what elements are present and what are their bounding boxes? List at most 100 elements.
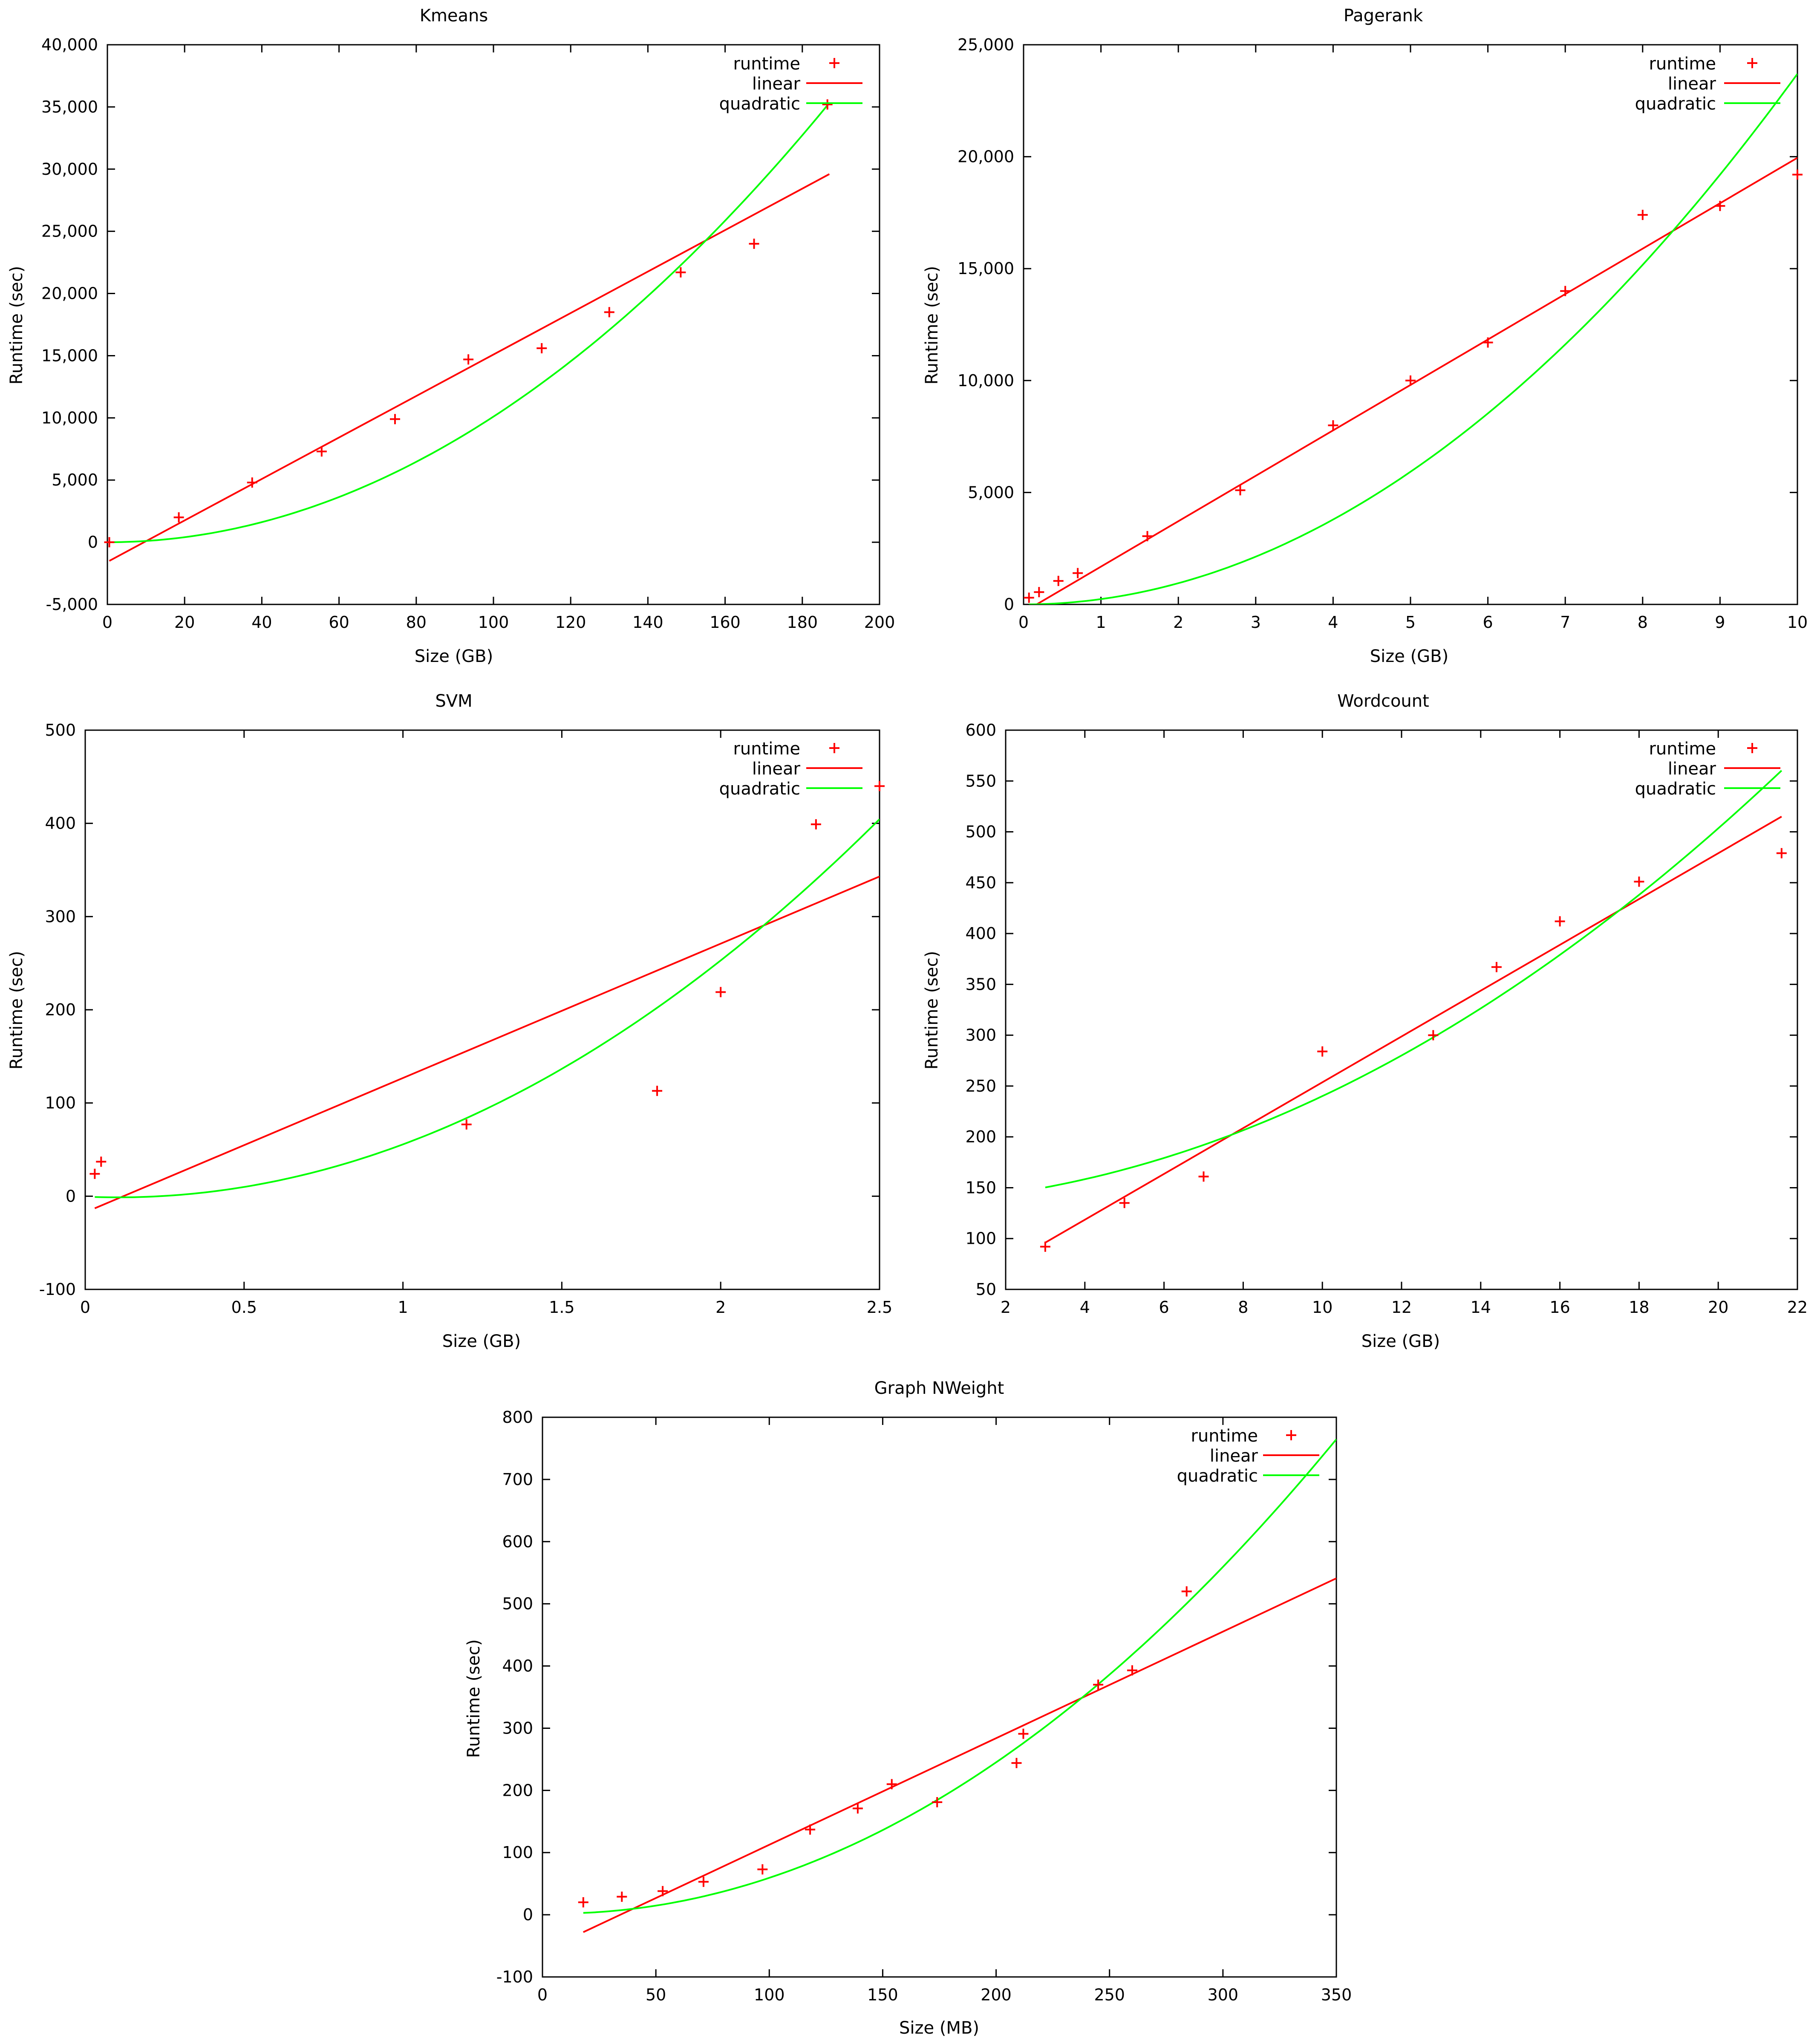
y-tick-label: 0 <box>523 1905 533 1924</box>
x-tick-label: 1 <box>398 1298 408 1317</box>
runtime-point <box>874 781 885 792</box>
y-tick-label: 40,000 <box>41 35 98 54</box>
x-axis-label-wordcount: Size (GB) <box>1361 1332 1440 1351</box>
chart-title-wordcount: Wordcount <box>1337 691 1429 711</box>
runtime-point <box>1142 531 1153 541</box>
runtime-point <box>316 446 327 457</box>
x-tick-label: 1.5 <box>549 1298 574 1317</box>
y-axis-label-kmeans: Runtime (sec) <box>7 266 26 384</box>
runtime-point <box>1491 962 1502 972</box>
runtime-point <box>1198 1171 1209 1182</box>
legend-graph-nweight: runtime linear quadratic <box>1177 1426 1258 1486</box>
y-tick-label: 100 <box>45 1094 76 1113</box>
y-tick-label: 20,000 <box>958 147 1014 166</box>
x-tick-label: 20 <box>174 613 195 632</box>
runtime-point <box>578 1897 588 1907</box>
series-linear-line <box>109 173 830 562</box>
legend-wordcount: runtime linear quadratic <box>1635 739 1716 799</box>
x-tick-label: 8 <box>1238 1298 1248 1317</box>
series-layer <box>1029 73 1797 604</box>
y-tick-label: 300 <box>502 1719 533 1737</box>
legend-label-quadratic: quadratic <box>719 94 800 114</box>
x-tick-label: 8 <box>1638 613 1648 632</box>
series-layer <box>94 818 880 1209</box>
series-quadratic-line <box>109 102 830 543</box>
runtime-point <box>652 1086 663 1096</box>
x-tick-label: 2 <box>1173 613 1183 632</box>
y-tick-label: 0 <box>66 1187 76 1205</box>
legend-label-linear: linear <box>752 74 801 94</box>
series-quadratic-line <box>1029 73 1797 604</box>
y-tick-label: -100 <box>39 1280 76 1299</box>
legend-label-linear: linear <box>1668 759 1716 779</box>
runtime-point <box>247 477 257 488</box>
runtime-point <box>749 238 759 249</box>
x-tick-label: 18 <box>1629 1298 1649 1317</box>
x-tick-label: 50 <box>646 1985 666 2004</box>
x-tick-label: 300 <box>1208 1985 1239 2004</box>
runtime-point <box>757 1864 768 1875</box>
legend-label-runtime: runtime <box>1649 54 1716 74</box>
chart-title-kmeans: Kmeans <box>420 6 488 26</box>
x-tick-label: 0 <box>102 613 112 632</box>
x-tick-label: 160 <box>710 613 741 632</box>
series-linear-line <box>1035 157 1797 604</box>
runtime-point <box>1405 375 1416 386</box>
series-linear-line <box>583 1578 1336 1933</box>
chart-panel-wordcount: Wordcount Size (GB) Runtime (sec) runtim… <box>922 691 1716 1351</box>
y-tick-label: 500 <box>502 1595 533 1613</box>
runtime-point <box>1011 1758 1022 1768</box>
x-tick-label: 0 <box>1018 613 1029 632</box>
chart-panel-kmeans: Kmeans Size (GB) Runtime (sec) runtime l… <box>7 6 801 666</box>
series-quadratic-line <box>95 818 880 1198</box>
runtime-point <box>1715 201 1725 211</box>
x-tick-label: 2.5 <box>867 1298 892 1317</box>
x-tick-label: 2 <box>1001 1298 1011 1317</box>
x-tick-label: 40 <box>251 613 272 632</box>
y-tick-label: 0 <box>88 533 98 552</box>
y-tick-label: 100 <box>965 1229 996 1248</box>
x-tick-label: 22 <box>1787 1298 1808 1317</box>
runtime-point <box>852 1803 863 1814</box>
runtime-point <box>658 1886 668 1896</box>
y-tick-label: 10,000 <box>41 408 98 427</box>
x-tick-label: 14 <box>1471 1298 1491 1317</box>
legend-label-runtime: runtime <box>733 54 800 74</box>
plot-pagerank: 0 1 2 3 4 5 6 7 8 9 10 0 5,000 10,000 15,000 20,000 25,0… <box>958 35 1808 632</box>
runtime-point <box>1040 1241 1050 1252</box>
x-tick-label: 5 <box>1405 613 1416 632</box>
chart-title-svm: SVM <box>435 691 472 711</box>
runtime-point <box>932 1797 943 1808</box>
y-tick-label: 100 <box>502 1843 533 1862</box>
runtime-point <box>1053 575 1064 586</box>
legend-label-linear: linear <box>1210 1446 1258 1466</box>
runtime-point <box>389 414 400 425</box>
legend-label-runtime: runtime <box>1649 739 1716 759</box>
runtime-point <box>886 1779 897 1789</box>
x-tick-label: 250 <box>1094 1985 1125 2004</box>
legend-samples <box>1724 58 1780 104</box>
y-tick-label: 350 <box>965 975 996 994</box>
x-tick-label: 4 <box>1328 613 1338 632</box>
legend-label-runtime: runtime <box>733 739 800 759</box>
y-axis-label-graph-nweight: Runtime (sec) <box>464 1639 484 1758</box>
series-layer <box>109 102 830 562</box>
x-tick-label: 80 <box>406 613 427 632</box>
y-tick-label: 150 <box>965 1178 996 1197</box>
series-layer <box>583 1439 1336 1933</box>
runtime-point <box>1776 848 1787 858</box>
legend-label-quadratic: quadratic <box>1635 94 1716 114</box>
x-tick-label: 100 <box>478 613 509 632</box>
legend-samples <box>806 743 862 789</box>
x-tick-label: 6 <box>1483 613 1493 632</box>
y-tick-label: 400 <box>965 924 996 943</box>
series-linear-line <box>94 876 880 1209</box>
runtime-point <box>1428 1030 1439 1040</box>
y-tick-label: 400 <box>45 814 76 833</box>
runtime-point <box>1555 916 1565 927</box>
x-tick-label: 10 <box>1787 613 1808 632</box>
legend-label-linear: linear <box>1668 74 1716 94</box>
runtime-point <box>1634 876 1644 887</box>
y-tick-label: 0 <box>1004 595 1014 614</box>
